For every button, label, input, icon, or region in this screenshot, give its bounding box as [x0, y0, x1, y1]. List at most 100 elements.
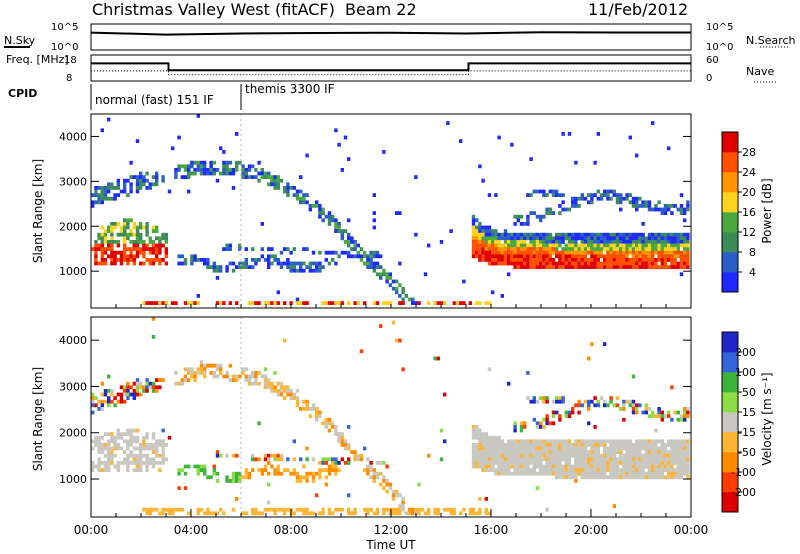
data-cell [580, 403, 584, 408]
data-cell [535, 461, 540, 465]
data-cell [257, 511, 261, 516]
data-cell [260, 471, 264, 476]
data-cell [567, 250, 572, 255]
colorbar-tick-label: 20 [742, 186, 756, 199]
data-cell [491, 457, 495, 462]
data-cell [635, 207, 639, 212]
data-cell [631, 247, 636, 251]
data-cell [529, 439, 533, 444]
data-cell [654, 468, 658, 472]
data-cell [327, 250, 332, 255]
data-cell [494, 193, 498, 197]
data-cell [481, 450, 485, 454]
data-cell [471, 425, 476, 429]
data-cell [318, 261, 322, 266]
data-cell [539, 468, 543, 472]
data-cell [321, 211, 325, 215]
data-cell [97, 407, 101, 411]
data-cell [555, 261, 559, 266]
data-cell [644, 254, 648, 259]
data-cell [228, 243, 232, 248]
data-cell [686, 461, 690, 465]
data-cell [532, 464, 536, 469]
data-cell [625, 265, 629, 269]
data-cell [318, 461, 322, 465]
data-cell [471, 464, 476, 469]
data-cell [359, 457, 364, 462]
data-cell [558, 414, 562, 418]
data-cell [164, 247, 168, 251]
data-cell [647, 443, 652, 447]
data-cell [145, 229, 149, 233]
data-cell [574, 468, 578, 472]
data-cell [535, 446, 540, 451]
data-cell [638, 247, 642, 251]
data-cell [478, 301, 482, 305]
data-cell [631, 243, 636, 248]
data-cell [257, 421, 261, 426]
data-cell [471, 428, 476, 433]
data-cell [286, 189, 290, 194]
data-cell [142, 261, 146, 266]
data-cell [683, 207, 687, 212]
data-cell [679, 254, 684, 259]
data-cell [155, 175, 159, 179]
data-cell [414, 232, 418, 237]
data-cell [647, 240, 652, 244]
data-cell [100, 468, 104, 472]
data-cell [270, 381, 274, 386]
data-cell [375, 254, 380, 259]
data-cell [145, 301, 149, 305]
data-cell [369, 507, 373, 512]
data-cell [187, 301, 191, 305]
data-cell [372, 301, 376, 305]
data-cell [398, 294, 402, 298]
data-cell [161, 378, 165, 382]
data-cell [513, 443, 517, 447]
data-cell [289, 265, 293, 269]
data-cell [484, 446, 488, 451]
data-cell [542, 453, 546, 458]
data-cell [244, 175, 248, 179]
data-cell [286, 265, 290, 269]
data-cell [478, 243, 482, 248]
data-cell [225, 247, 229, 251]
data-cell [148, 258, 152, 262]
data-cell [555, 443, 559, 447]
data-cell [148, 443, 152, 447]
data-cell [471, 222, 476, 226]
data-cell [491, 468, 495, 472]
data-cell [539, 464, 543, 469]
data-cell [126, 254, 130, 259]
data-cell [235, 475, 239, 480]
data-cell [478, 229, 482, 233]
data-cell [129, 160, 133, 165]
data-cell [116, 428, 120, 433]
data-cell [292, 471, 296, 476]
data-cell [283, 511, 287, 516]
data-cell [676, 475, 680, 480]
data-cell [551, 414, 556, 418]
data-cell [676, 450, 680, 454]
data-cell [503, 457, 508, 462]
data-cell [513, 240, 517, 244]
data-cell [379, 471, 383, 476]
data-cell [379, 276, 383, 280]
data-cell [97, 200, 101, 205]
data-cell [612, 461, 616, 465]
data-cell [596, 196, 600, 201]
data-cell [107, 403, 111, 408]
data-cell [670, 261, 674, 266]
data-cell [257, 258, 261, 262]
data-cell [235, 453, 239, 458]
data-cell [667, 475, 671, 480]
data-cell [532, 265, 536, 269]
data-cell [103, 236, 108, 241]
data-cell [551, 446, 556, 451]
data-cell [225, 475, 229, 480]
data-cell [660, 453, 664, 458]
data-cell [513, 453, 517, 458]
data-cell [686, 464, 690, 469]
data-cell [443, 439, 447, 444]
data-cell [516, 254, 520, 259]
